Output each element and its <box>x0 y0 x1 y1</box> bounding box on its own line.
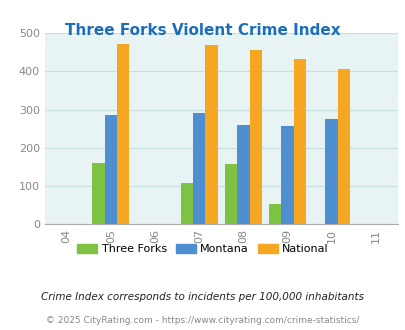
Bar <box>104 115 117 224</box>
Bar <box>249 50 261 224</box>
Bar <box>117 45 129 224</box>
Bar <box>337 69 350 224</box>
Bar <box>180 183 192 224</box>
Text: Crime Index corresponds to incidents per 100,000 inhabitants: Crime Index corresponds to incidents per… <box>41 292 364 302</box>
Bar <box>281 126 293 224</box>
Bar <box>224 164 237 224</box>
Bar <box>325 119 337 224</box>
Text: © 2025 CityRating.com - https://www.cityrating.com/crime-statistics/: © 2025 CityRating.com - https://www.city… <box>46 315 359 325</box>
Bar <box>268 204 281 224</box>
Bar <box>92 163 104 224</box>
Bar <box>237 125 249 224</box>
Text: Three Forks Violent Crime Index: Three Forks Violent Crime Index <box>65 23 340 38</box>
Bar <box>205 45 217 224</box>
Legend: Three Forks, Montana, National: Three Forks, Montana, National <box>72 239 333 258</box>
Bar <box>293 59 305 224</box>
Bar <box>192 114 205 224</box>
